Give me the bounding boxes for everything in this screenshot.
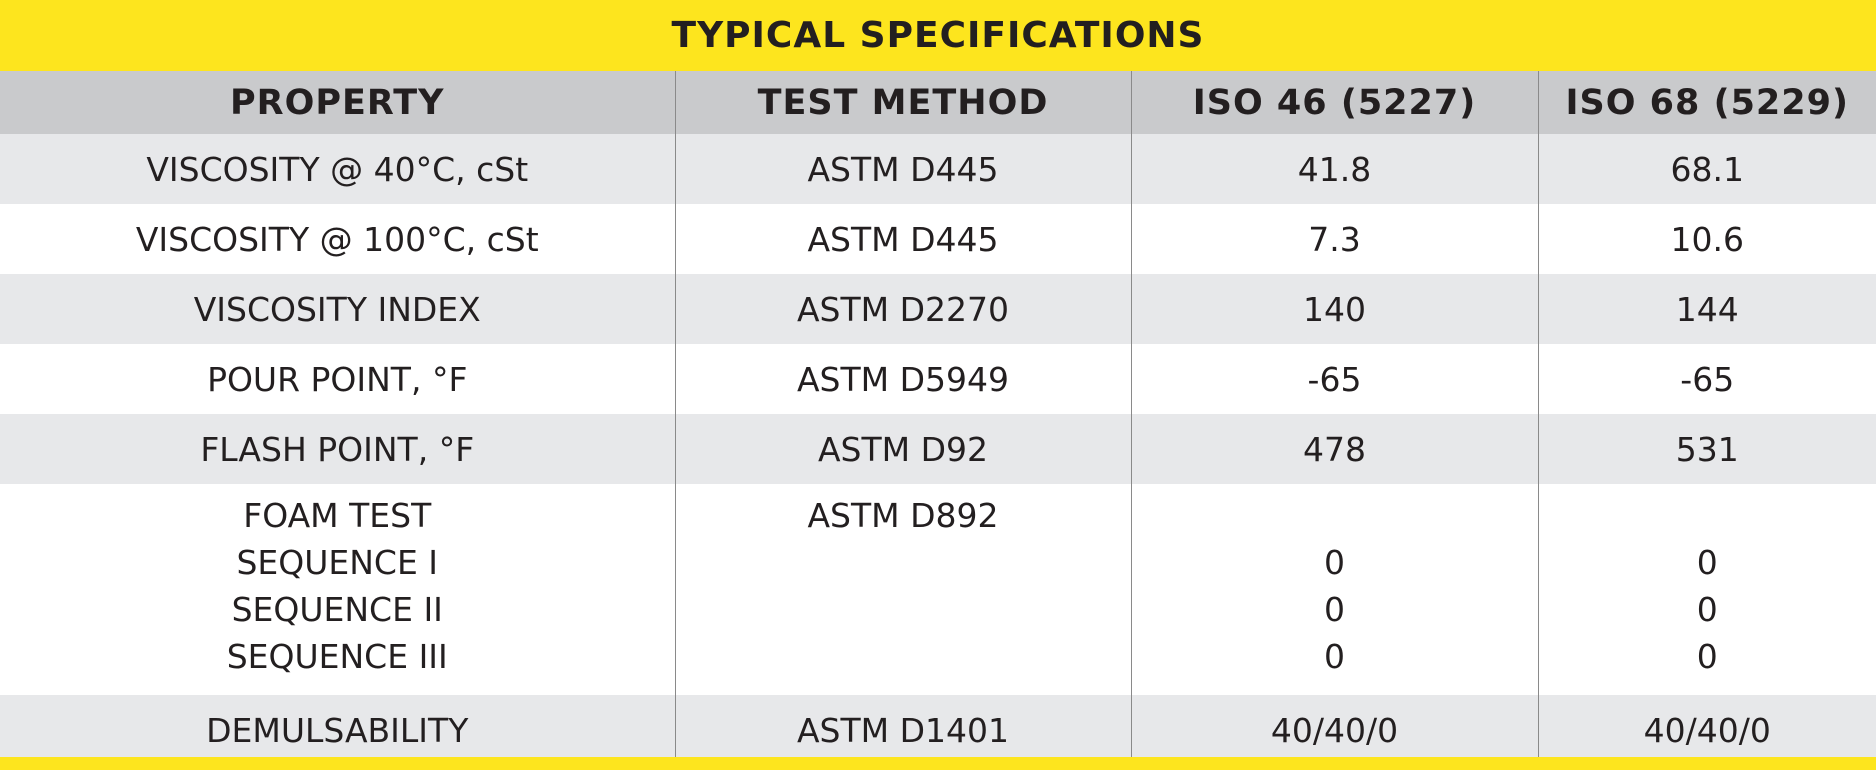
specifications-table: PROPERTY TEST METHOD ISO 46 (5227) ISO 6… bbox=[0, 71, 1876, 766]
iso-46-cell: 40/40/0 bbox=[1131, 695, 1539, 766]
iso-68-cell: 10.6 bbox=[1538, 204, 1876, 274]
header-iso-46: ISO 46 (5227) bbox=[1131, 71, 1539, 134]
table-row: FLASH POINT, °F ASTM D92 478 531 bbox=[0, 414, 1876, 484]
iso-46-cell: 478 bbox=[1131, 414, 1539, 484]
property-cell: DEMULSABILITY bbox=[0, 695, 676, 766]
iso-46-cell: 0 0 0 bbox=[1131, 484, 1539, 695]
table-row: DEMULSABILITY ASTM D1401 40/40/0 40/40/0 bbox=[0, 695, 1876, 766]
property-cell: VISCOSITY INDEX bbox=[0, 274, 676, 344]
iso-46-cell: 7.3 bbox=[1131, 204, 1539, 274]
method-cell: ASTM D892 bbox=[675, 484, 1132, 695]
sequence-value: 0 bbox=[1696, 590, 1718, 629]
table-row: VISCOSITY @ 100°C, cSt ASTM D445 7.3 10.… bbox=[0, 204, 1876, 274]
method-cell: ASTM D2270 bbox=[675, 274, 1132, 344]
method-cell: ASTM D445 bbox=[675, 134, 1132, 204]
table-title: TYPICAL SPECIFICATIONS bbox=[0, 0, 1876, 71]
iso-46-cell: 140 bbox=[1131, 274, 1539, 344]
sequence-value: 0 bbox=[1696, 543, 1718, 582]
method-cell: ASTM D445 bbox=[675, 204, 1132, 274]
method-cell: ASTM D92 bbox=[675, 414, 1132, 484]
iso-46-cell: 41.8 bbox=[1131, 134, 1539, 204]
sequence-label: SEQUENCE I bbox=[236, 543, 439, 582]
sequence-value: 0 bbox=[1324, 543, 1345, 582]
sequence-value: 0 bbox=[1324, 637, 1345, 676]
sequence-value: 0 bbox=[1696, 637, 1718, 676]
iso-68-cell: 68.1 bbox=[1538, 134, 1876, 204]
sequence-label: SEQUENCE II bbox=[231, 590, 443, 629]
iso-68-cell: 531 bbox=[1538, 414, 1876, 484]
method-cell: ASTM D5949 bbox=[675, 344, 1132, 414]
sequence-label: SEQUENCE III bbox=[226, 637, 448, 676]
property-cell: POUR POINT, °F bbox=[0, 344, 676, 414]
bottom-accent-bar bbox=[0, 757, 1876, 770]
iso-68-cell: 144 bbox=[1538, 274, 1876, 344]
header-row: PROPERTY TEST METHOD ISO 46 (5227) ISO 6… bbox=[0, 71, 1876, 134]
table-row: POUR POINT, °F ASTM D5949 -65 -65 bbox=[0, 344, 1876, 414]
iso-68-cell: -65 bbox=[1538, 344, 1876, 414]
iso-46-cell: -65 bbox=[1131, 344, 1539, 414]
table-row: VISCOSITY @ 40°C, cSt ASTM D445 41.8 68.… bbox=[0, 134, 1876, 204]
method-cell: ASTM D1401 bbox=[675, 695, 1132, 766]
foam-test-row: FOAM TEST SEQUENCE I SEQUENCE II SEQUENC… bbox=[0, 484, 1876, 695]
property-cell: VISCOSITY @ 100°C, cSt bbox=[0, 204, 676, 274]
property-cell: FOAM TEST SEQUENCE I SEQUENCE II SEQUENC… bbox=[0, 484, 676, 695]
foam-test-method: ASTM D892 bbox=[807, 496, 999, 535]
header-test-method: TEST METHOD bbox=[675, 71, 1132, 134]
iso-68-cell: 40/40/0 bbox=[1538, 695, 1876, 766]
sequence-value: 0 bbox=[1324, 590, 1345, 629]
header-iso-68: ISO 68 (5229) bbox=[1538, 71, 1876, 134]
property-cell: VISCOSITY @ 40°C, cSt bbox=[0, 134, 676, 204]
header-property: PROPERTY bbox=[0, 71, 676, 134]
property-cell: FLASH POINT, °F bbox=[0, 414, 676, 484]
table-row: VISCOSITY INDEX ASTM D2270 140 144 bbox=[0, 274, 1876, 344]
foam-test-label: FOAM TEST bbox=[243, 496, 432, 535]
iso-68-cell: 0 0 0 bbox=[1538, 484, 1876, 695]
